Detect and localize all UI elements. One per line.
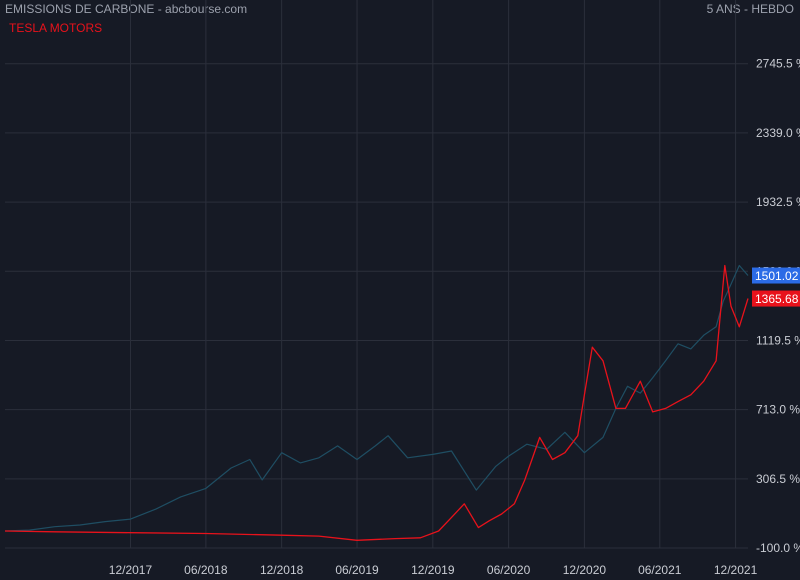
x-tick-label: 06/2018 <box>184 563 228 577</box>
series-layer <box>4 264 749 541</box>
y-tick-label: 2745.5 % <box>756 57 800 71</box>
x-tick-label: 12/2019 <box>411 563 455 577</box>
badge-value: 1501.02 <box>755 269 799 283</box>
last-value-badges: 1501.02 1365.68 <box>752 267 800 307</box>
y-tick-label: 1932.5 % <box>756 195 800 209</box>
x-tick-label: 12/2018 <box>260 563 304 577</box>
y-tick-label: 713.0 % <box>756 403 800 417</box>
y-tick-label: -100.0 % <box>756 541 800 555</box>
chart-title: EMISSIONS DE CARBONE - abcbourse.com <box>5 2 248 16</box>
last-value-badge-tesla: 1365.68 <box>752 290 800 307</box>
period-label: 5 ANS - HEBDO <box>706 2 794 16</box>
grid-lines <box>5 0 748 549</box>
series-line-carbon <box>4 264 749 532</box>
last-value-badge-carbon: 1501.02 <box>752 267 800 284</box>
x-tick-label: 06/2019 <box>335 563 379 577</box>
x-tick-label: 06/2020 <box>487 563 531 577</box>
x-axis: 12/2017 06/2018 12/2018 06/2019 12/2019 06/20… <box>109 563 758 577</box>
x-tick-label: 06/2021 <box>638 563 682 577</box>
badge-value: 1365.68 <box>755 292 799 306</box>
y-tick-label: 1119.5 % <box>756 333 800 347</box>
x-tick-label: 12/2021 <box>714 563 758 577</box>
y-tick-label: 306.5 % <box>756 472 800 486</box>
series-line-tesla <box>4 264 749 541</box>
x-tick-label: 12/2020 <box>563 563 607 577</box>
x-tick-label: 12/2017 <box>109 563 153 577</box>
tesla-legend-label: TESLA MOTORS <box>9 21 103 35</box>
y-tick-label: 2339.0 % <box>756 126 800 140</box>
